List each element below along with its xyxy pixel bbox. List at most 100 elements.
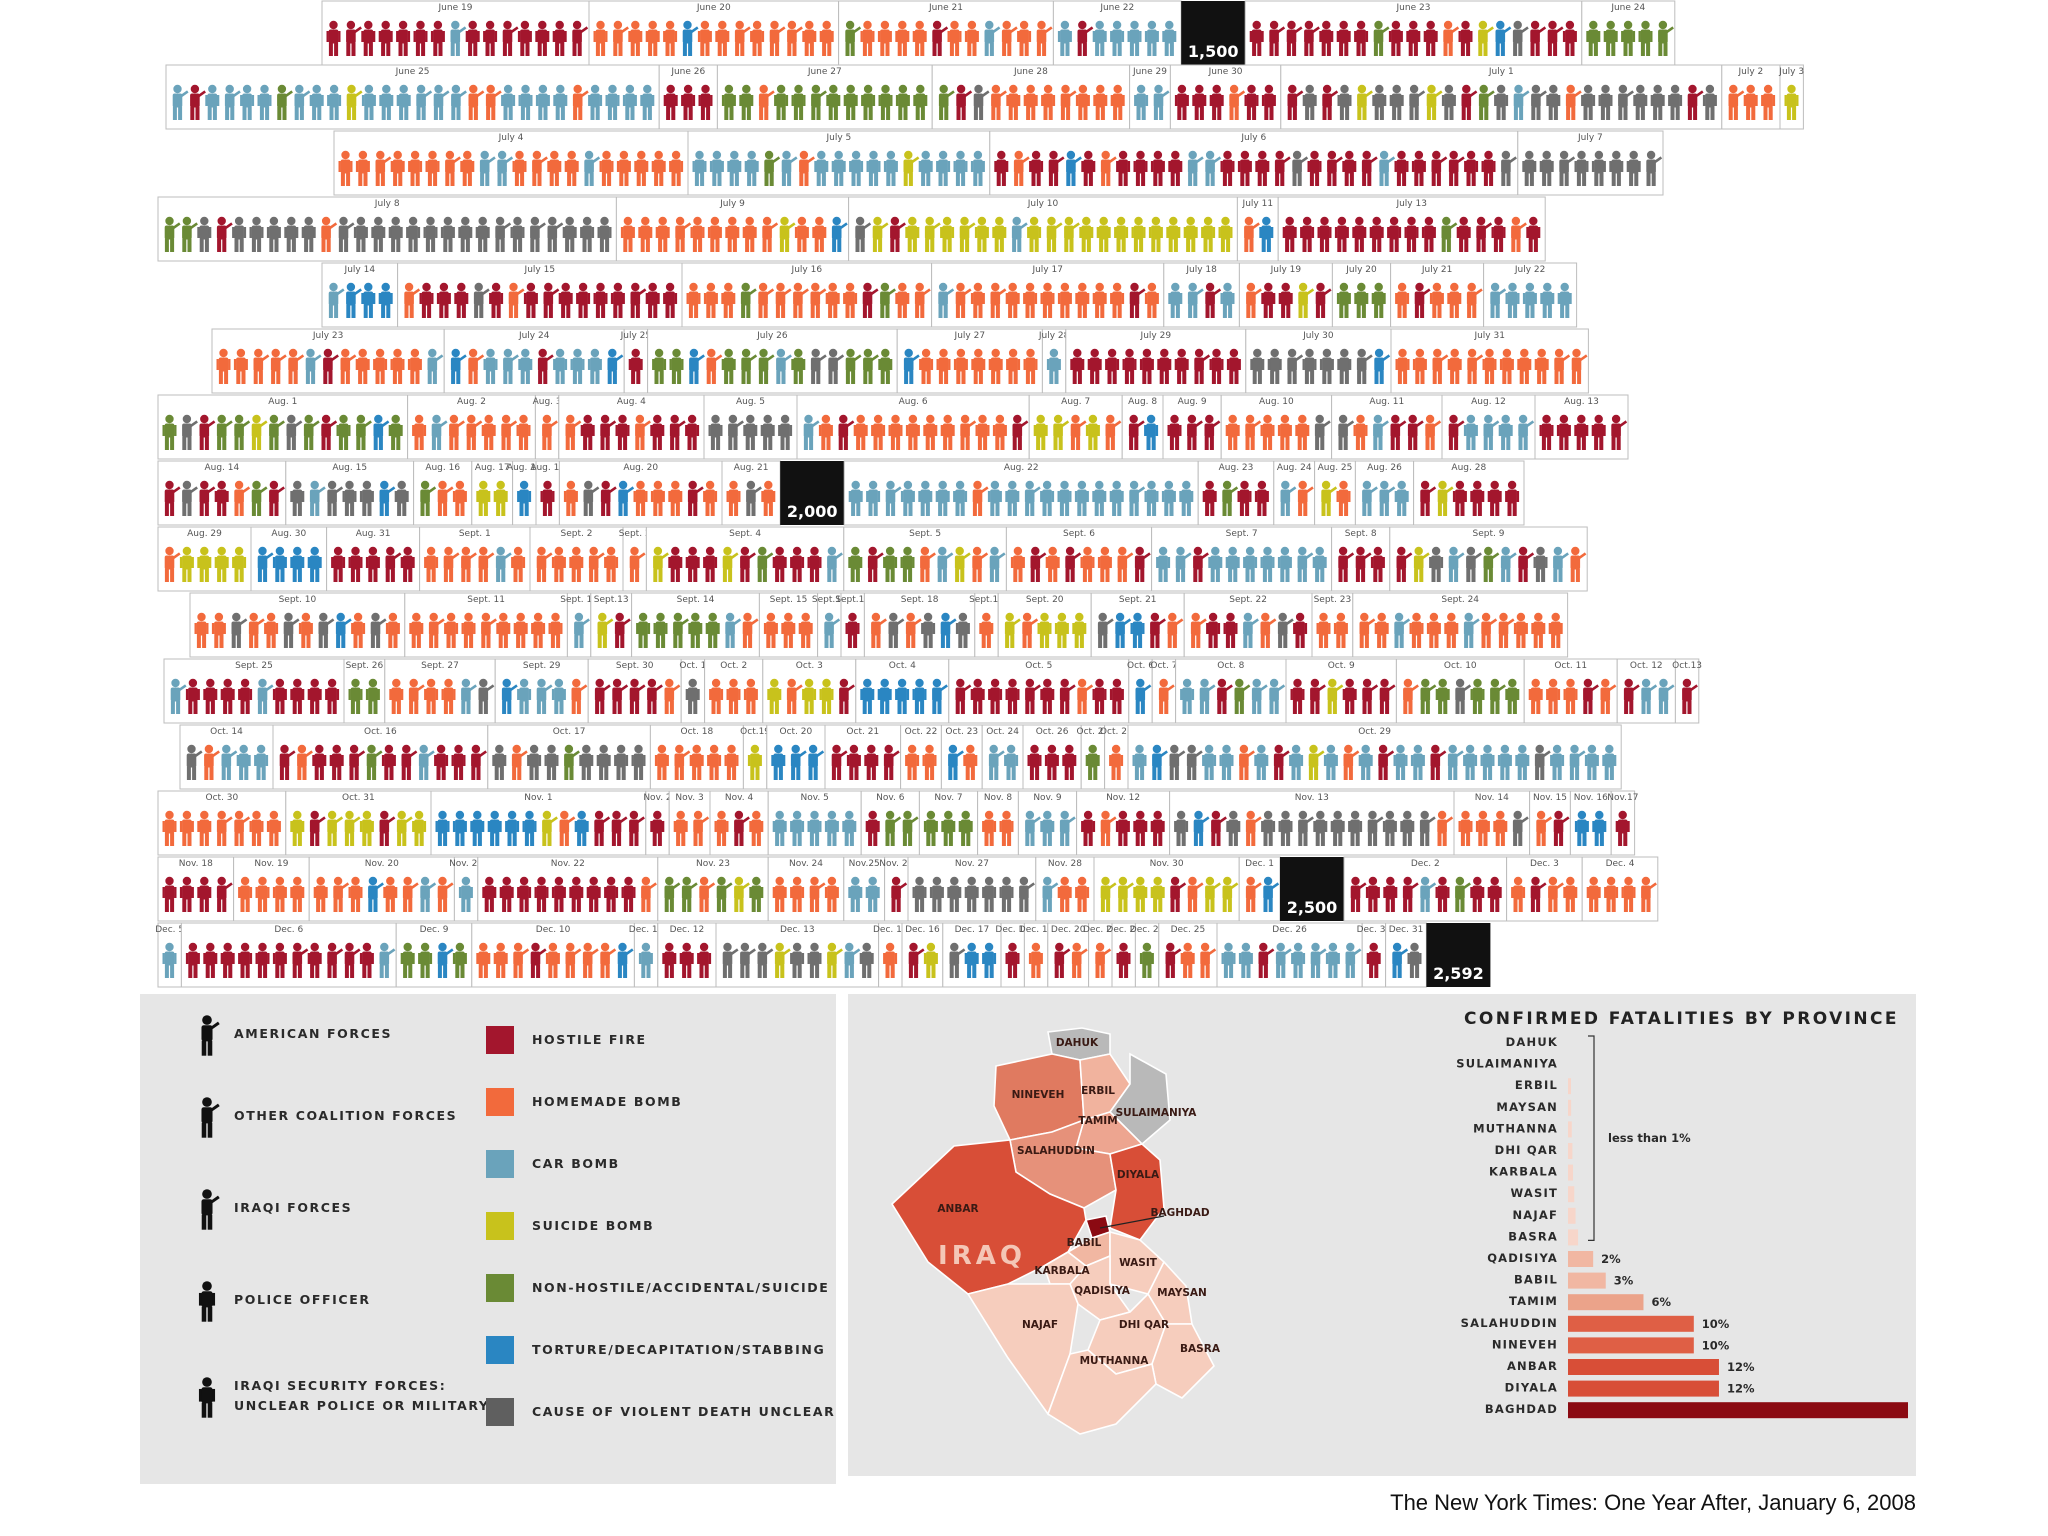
fatality-figure bbox=[269, 480, 285, 516]
day-label: Nov. 6 bbox=[876, 793, 905, 803]
timeline-row: July 8 July 9 July 10 July 11 July 13 bbox=[157, 196, 1546, 262]
fatality-figure bbox=[408, 678, 425, 714]
day-label: Sept. 11 bbox=[467, 595, 505, 605]
day-group: Sept. 20 bbox=[997, 592, 1092, 658]
fatality-figure bbox=[570, 348, 585, 384]
day-group: Aug. 21 bbox=[721, 460, 781, 526]
fatality-figure bbox=[1237, 480, 1252, 516]
day-label: Dec. 5 bbox=[155, 925, 184, 935]
fatality-figure bbox=[1277, 414, 1292, 450]
day-group: Sept. 10 bbox=[189, 592, 406, 658]
fatality-figure bbox=[1463, 612, 1480, 648]
fatality-figure bbox=[1533, 546, 1548, 582]
fatality-figure bbox=[653, 546, 669, 582]
day-label: July 23 bbox=[312, 331, 344, 341]
fatality-figure bbox=[565, 414, 582, 450]
day-label: Nov. 23 bbox=[696, 859, 730, 869]
fatality-figure bbox=[1077, 20, 1094, 56]
day-group: July 17 bbox=[931, 262, 1165, 328]
fatality-figure bbox=[385, 546, 402, 582]
fatality-figure bbox=[234, 480, 251, 516]
fatality-figure bbox=[940, 612, 957, 648]
fatality-figure bbox=[326, 20, 341, 56]
fatality-figure bbox=[787, 20, 803, 56]
day-label: June 30 bbox=[1208, 67, 1243, 77]
fatality-figure bbox=[956, 84, 973, 120]
day-group: Aug. 24 bbox=[1273, 460, 1316, 526]
fatality-figure bbox=[497, 150, 514, 186]
day-group: Nov. 27 bbox=[907, 856, 1037, 922]
day-group: Nov. 18 bbox=[157, 856, 235, 922]
day-group: Nov. 8 bbox=[977, 790, 1019, 856]
day-group: Oct. 1 bbox=[679, 658, 706, 724]
fatality-figure bbox=[355, 348, 370, 384]
bar bbox=[1568, 1294, 1644, 1311]
fatality-figure bbox=[728, 414, 744, 450]
fatality-figure bbox=[690, 216, 705, 252]
day-label: Nov. 7 bbox=[934, 793, 962, 803]
fatality-figure bbox=[1373, 414, 1389, 450]
timeline-row: June 25 June 26 June 27 June 28 June 29 June … bbox=[165, 64, 1804, 130]
fatality-figure bbox=[1373, 20, 1390, 56]
fatality-figure bbox=[388, 216, 403, 252]
fatality-figure bbox=[900, 546, 915, 582]
fatality-figure bbox=[1553, 546, 1569, 582]
fatality-figure bbox=[740, 282, 757, 318]
day-group: Aug. 7 bbox=[1028, 394, 1123, 460]
fatality-figure bbox=[725, 216, 740, 252]
fatality-figure bbox=[413, 20, 428, 56]
fatality-figure bbox=[1302, 348, 1317, 384]
fatality-figure bbox=[924, 216, 941, 252]
fatality-figure bbox=[348, 546, 363, 582]
fatality-figure bbox=[1295, 414, 1310, 450]
fatality-figure bbox=[1687, 84, 1704, 120]
fatality-figure bbox=[628, 20, 643, 56]
fatality-figure bbox=[407, 348, 422, 384]
fatality-figure bbox=[758, 348, 775, 384]
province-label: KARBALA bbox=[1034, 1265, 1090, 1277]
fatality-figure bbox=[812, 216, 827, 252]
fatality-figure bbox=[1540, 282, 1555, 318]
force-legend-label: IRAQI FORCES bbox=[234, 1200, 353, 1215]
day-label: Nov. 9 bbox=[1033, 793, 1062, 803]
fatality-figure bbox=[826, 84, 841, 120]
day-group: July 22 bbox=[1483, 262, 1578, 328]
day-group: Aug. 20 bbox=[558, 460, 723, 526]
fatality-figure bbox=[288, 348, 305, 384]
day-group: Nov. 23 bbox=[657, 856, 769, 922]
fatality-figure bbox=[1066, 150, 1082, 186]
fatality-figure bbox=[1447, 348, 1462, 384]
fatality-figure bbox=[1048, 150, 1065, 186]
fatality-figure bbox=[1425, 414, 1442, 450]
bar-category-label: TAMIM bbox=[1509, 1294, 1558, 1308]
fatality-figure bbox=[687, 480, 704, 516]
fatality-figure bbox=[1080, 546, 1095, 582]
province-label: ANBAR bbox=[937, 1203, 978, 1215]
fatality-figure bbox=[468, 84, 485, 120]
fatality-figure bbox=[257, 678, 274, 714]
fatality-figure bbox=[604, 546, 619, 582]
fatality-figure bbox=[323, 348, 339, 384]
fatality-figure bbox=[600, 480, 617, 516]
day-label: Aug. 1 bbox=[268, 397, 297, 407]
fatality-figure bbox=[663, 84, 678, 120]
fatality-figure bbox=[1556, 414, 1571, 450]
fatality-figure bbox=[1668, 84, 1683, 120]
bar-category-label: QADISIYA bbox=[1487, 1251, 1558, 1265]
fatality-figure bbox=[923, 414, 938, 450]
fatality-figure bbox=[1476, 216, 1493, 252]
fatality-figure bbox=[1075, 282, 1090, 318]
day-label: Aug. 12 bbox=[1471, 397, 1506, 407]
fatality-figure bbox=[845, 20, 862, 56]
fatality-figure bbox=[1448, 546, 1465, 582]
day-group: Dec. 12 bbox=[657, 922, 717, 988]
day-group: Sept.13 bbox=[590, 592, 633, 658]
fatality-figure bbox=[764, 150, 781, 186]
day-group: Dec. 26 bbox=[1216, 922, 1363, 988]
fatality-figure bbox=[960, 414, 977, 450]
fatality-figure bbox=[501, 678, 518, 714]
fatality-figure bbox=[465, 20, 480, 56]
bar bbox=[1568, 1207, 1576, 1224]
fatality-figure bbox=[775, 282, 792, 318]
fatality-figure bbox=[888, 414, 903, 450]
